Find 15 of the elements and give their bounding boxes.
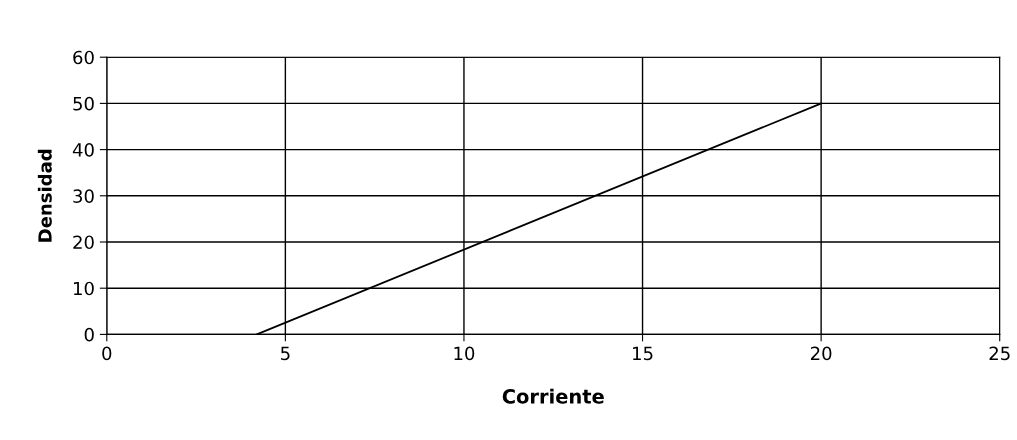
x-tick-label: 15 <box>633 346 653 361</box>
x-tick-label: 0 <box>102 346 112 361</box>
x-axis-title: Corriente <box>502 388 604 404</box>
y-tick-label: 60 <box>73 50 94 65</box>
y-tick-label: 40 <box>72 143 94 157</box>
y-tick-label: 0 <box>84 327 94 342</box>
y-tick-label: 20 <box>73 235 94 250</box>
x-tick-label: 20 <box>810 346 832 361</box>
y-tick-label: 10 <box>73 281 94 296</box>
x-tick-label: 10 <box>454 346 475 361</box>
y-axis-title: Densidad <box>37 149 52 242</box>
x-tick-label: 5 <box>281 346 290 361</box>
y-tick-label: 30 <box>73 189 94 203</box>
x-tick-label: 25 <box>989 346 1010 361</box>
y-tick-label: 50 <box>73 96 94 111</box>
